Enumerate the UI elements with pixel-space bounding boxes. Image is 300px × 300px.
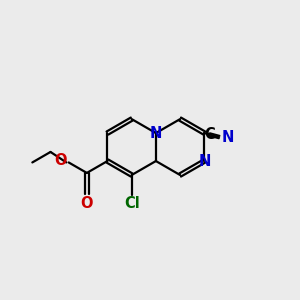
Text: N: N: [198, 154, 211, 169]
Text: N: N: [150, 126, 162, 141]
Text: C: C: [204, 127, 215, 142]
Text: N: N: [222, 130, 234, 145]
Text: O: O: [55, 154, 67, 169]
Text: Cl: Cl: [124, 196, 140, 211]
Text: O: O: [81, 196, 93, 211]
